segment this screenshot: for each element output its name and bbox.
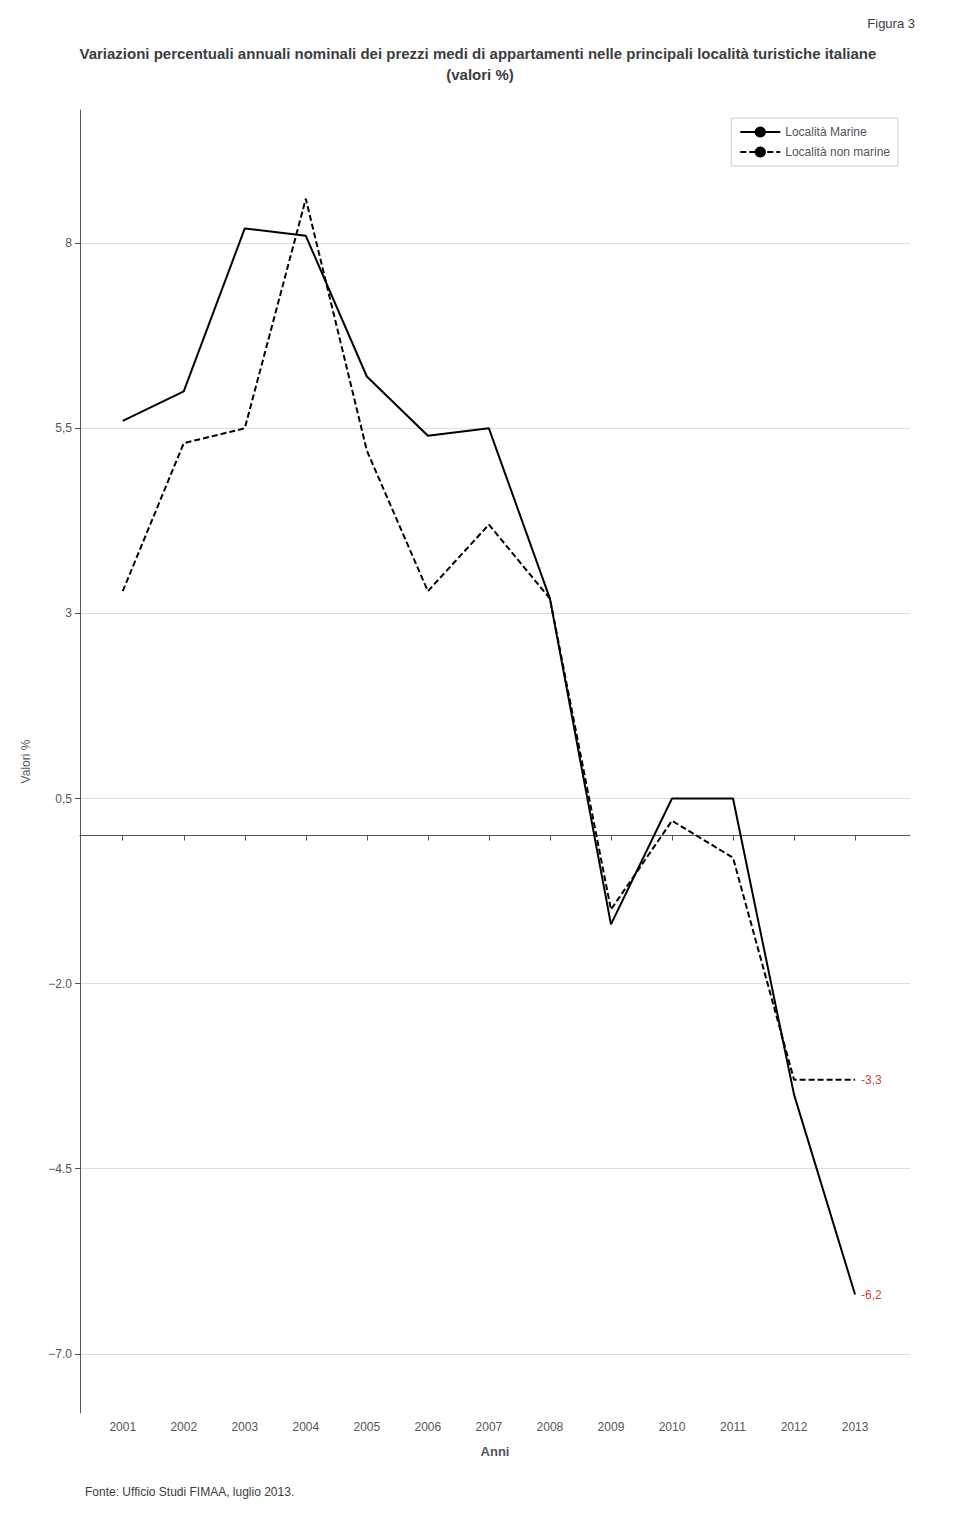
svg-text:Valori %: Valori % (19, 739, 33, 783)
svg-text:−7.0: −7.0 (48, 1347, 72, 1361)
svg-text:2001: 2001 (109, 1420, 136, 1434)
svg-text:2010: 2010 (659, 1420, 686, 1434)
svg-text:8: 8 (65, 236, 72, 250)
svg-text:2011: 2011 (720, 1420, 746, 1434)
svg-text:2004: 2004 (292, 1420, 319, 1434)
svg-text:2012: 2012 (781, 1420, 808, 1434)
svg-text:Figura 3: Figura 3 (867, 16, 915, 31)
svg-text:-3,3: -3,3 (861, 1073, 882, 1087)
svg-text:2002: 2002 (170, 1420, 197, 1434)
svg-text:-6,2: -6,2 (861, 1288, 882, 1302)
svg-text:−2.0: −2.0 (48, 977, 72, 991)
svg-text:Anni: Anni (481, 1444, 510, 1459)
svg-text:2003: 2003 (231, 1420, 258, 1434)
svg-text:Località Marine: Località Marine (785, 125, 867, 139)
svg-text:−4.5: −4.5 (48, 1162, 72, 1176)
svg-text:Fonte: Ufficio Studi FIMAA, lu: Fonte: Ufficio Studi FIMAA, luglio 2013. (85, 1485, 294, 1499)
svg-text:Variazioni percentuali annuali: Variazioni percentuali annuali nominali … (79, 45, 880, 62)
svg-text:2009: 2009 (598, 1420, 625, 1434)
svg-text:(valori %): (valori %) (446, 66, 514, 83)
svg-text:2013: 2013 (842, 1420, 869, 1434)
svg-text:Località non marine: Località non marine (785, 145, 890, 159)
svg-text:5,5: 5,5 (55, 421, 72, 435)
svg-text:3: 3 (65, 606, 72, 620)
svg-text:2005: 2005 (353, 1420, 380, 1434)
svg-text:2008: 2008 (537, 1420, 564, 1434)
svg-text:0,5: 0,5 (55, 792, 72, 806)
svg-text:2006: 2006 (415, 1420, 442, 1434)
svg-text:2007: 2007 (476, 1420, 503, 1434)
